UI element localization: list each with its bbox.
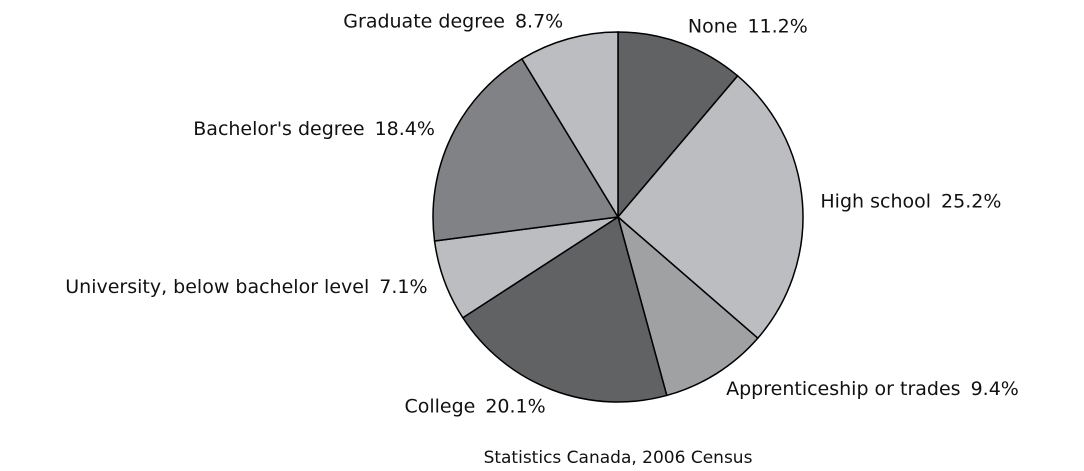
label-value: 18.4% [375,118,435,140]
label-name: University, below bachelor level [65,276,369,298]
pie-slice [432,57,620,242]
label-name: Graduate degree [343,10,505,32]
label-value: 25.2% [941,190,1001,212]
pie-slice [520,31,619,220]
label-name: Apprenticeship or trades [726,377,960,399]
source: Statistics Canada, 2006 Census [484,448,753,468]
label-value: 8.7% [515,10,563,32]
label-name: College [404,395,475,417]
pie-slice [616,74,804,340]
label-value: 7.1% [379,276,427,298]
slice-label: College 20.1% [404,395,545,417]
slice-label: None 11.2% [688,15,808,37]
label-value: 11.2% [747,15,807,37]
label-value: 20.1% [485,395,545,417]
label-value: 9.4% [971,377,1019,399]
label-name: Bachelor's degree [193,118,364,140]
slice-label: Bachelor's degree 18.4% [193,118,435,140]
slice-label: Apprenticeship or trades 9.4% [726,377,1019,399]
pie-slice [461,215,668,403]
slice-label: University, below bachelor level 7.1% [65,276,427,298]
pie-slice [616,214,759,397]
label-name: None [688,15,738,37]
pie-slice [617,31,739,220]
slice-label: Graduate degree 8.7% [343,10,563,32]
label-name: High school [820,190,931,212]
slice-label: High school 25.2% [820,190,1001,212]
